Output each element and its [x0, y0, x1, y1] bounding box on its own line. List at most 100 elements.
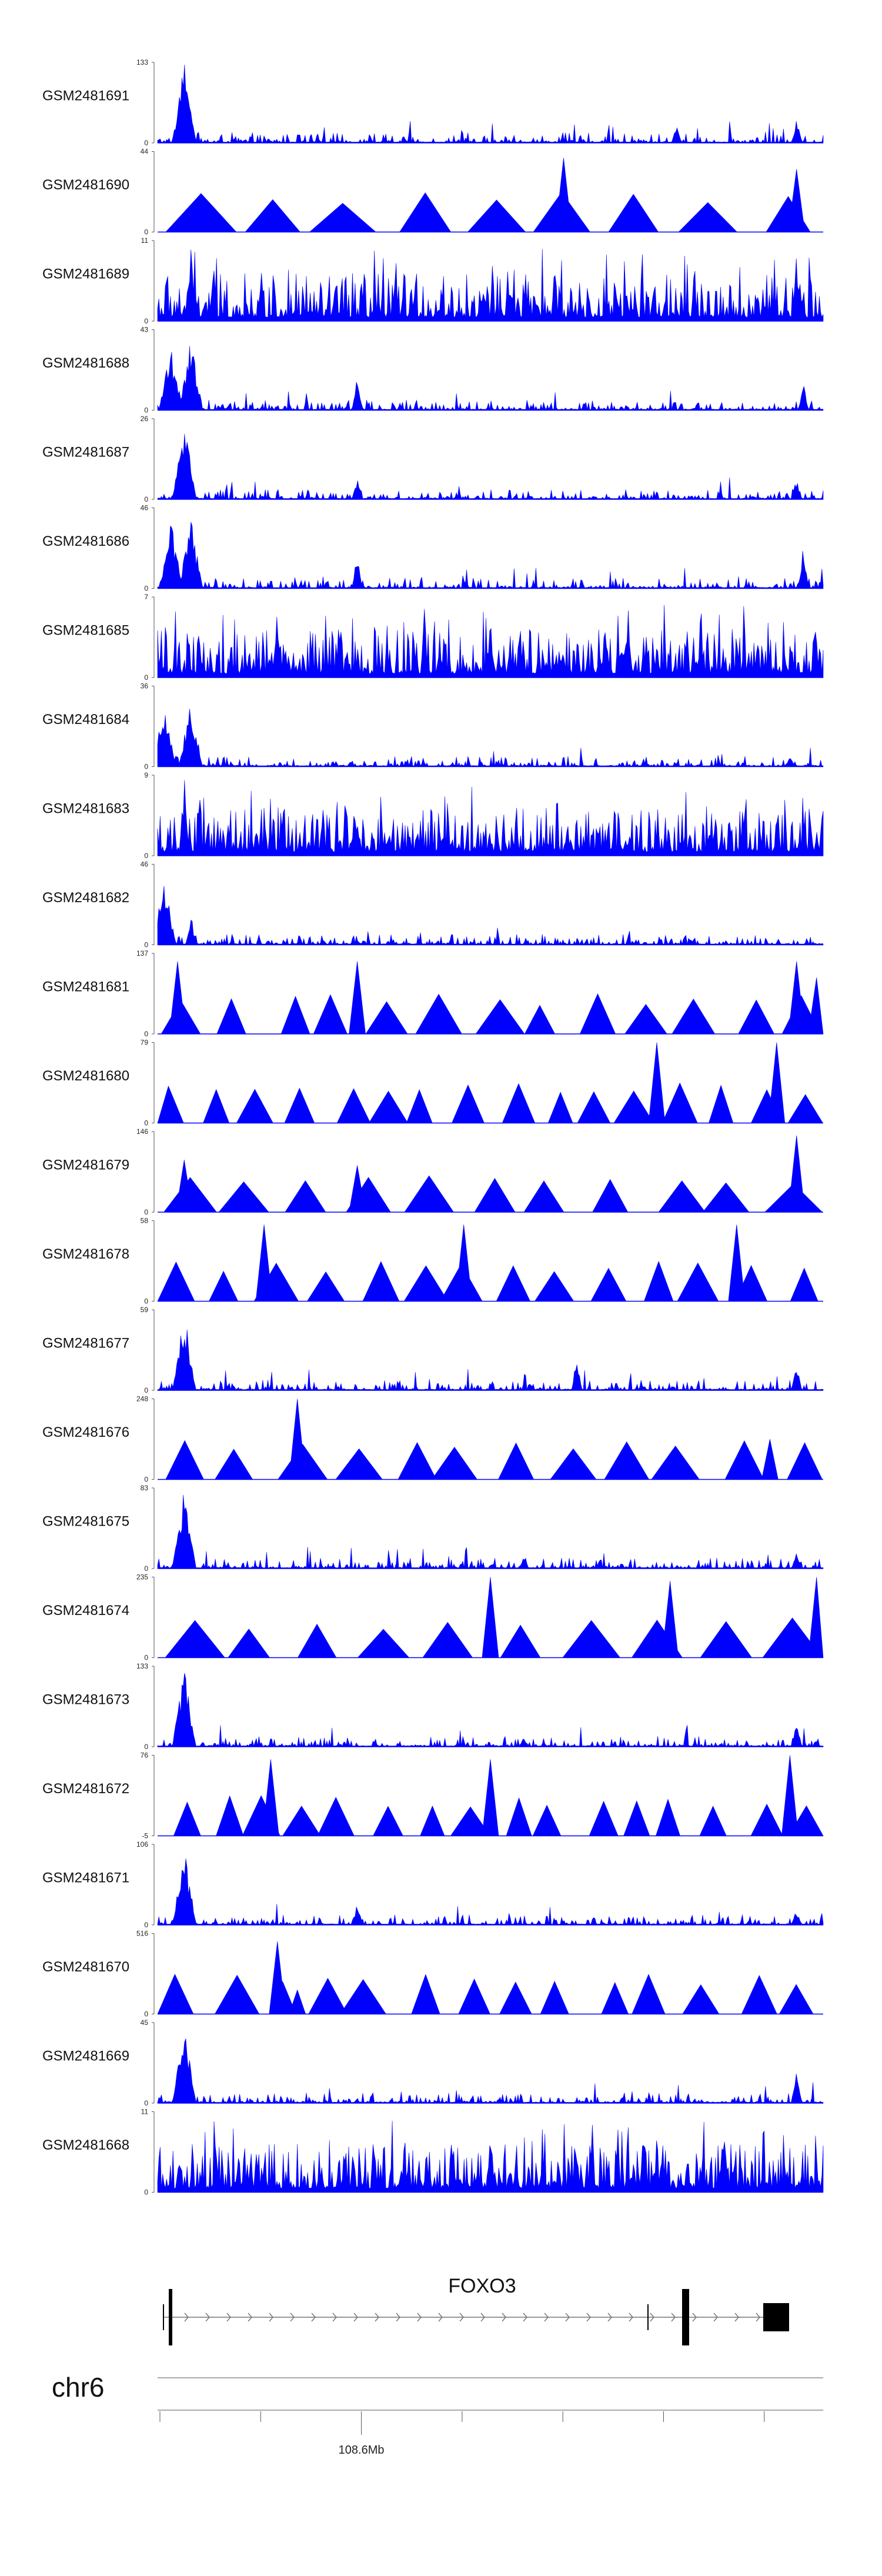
strand-arrow-icon — [607, 2313, 612, 2322]
strand-arrow-icon — [226, 2313, 231, 2322]
track-label: GSM2481688 — [42, 355, 129, 371]
exon-3 — [763, 2303, 789, 2331]
strand-arrow-icon — [502, 2313, 506, 2322]
strand-arrow-icon — [734, 2313, 739, 2322]
signal-area — [157, 709, 824, 767]
track-GSM2481691: GSM2481691 133 0 — [42, 58, 824, 147]
signal-area — [157, 780, 824, 856]
signal-area — [158, 1755, 824, 1836]
strand-arrow-icon — [353, 2313, 358, 2322]
strand-arrow-icon — [290, 2313, 295, 2322]
y-min-tick: 0 — [144, 317, 148, 325]
y-max-tick: 9 — [144, 771, 148, 779]
y-min-tick: 0 — [144, 1743, 148, 1751]
gene-model — [163, 2289, 789, 2345]
y-min-tick: 0 — [144, 2099, 148, 2107]
strand-arrow-icon — [692, 2313, 697, 2322]
signal-area — [157, 1673, 824, 1747]
track-label: GSM2481686 — [42, 533, 129, 549]
y-min-tick: 0 — [144, 228, 148, 236]
track-GSM2481689: GSM2481689 11 0 — [42, 236, 824, 325]
track-GSM2481686: GSM2481686 46 0 — [42, 504, 824, 593]
signal-area — [157, 249, 824, 322]
track-GSM2481687: GSM2481687 26 0 — [42, 415, 824, 503]
y-max-tick: 58 — [141, 1217, 149, 1225]
track-GSM2481681: GSM2481681 137 0 — [42, 949, 824, 1038]
strand-arrow-icon — [311, 2313, 316, 2322]
y-max-tick: 516 — [136, 1930, 148, 1938]
track-GSM2481674: GSM2481674 235 0 — [42, 1573, 824, 1662]
track-GSM2481684: GSM2481684 36 0 — [42, 682, 824, 771]
strand-arrow-icon — [650, 2313, 654, 2322]
track-label: GSM2481689 — [42, 266, 129, 282]
track-GSM2481682: GSM2481682 46 0 — [42, 860, 824, 949]
signal-area — [157, 1329, 824, 1391]
y-min-tick: 0 — [144, 2188, 148, 2197]
strand-arrow-icon — [375, 2313, 379, 2322]
y-max-tick: 11 — [141, 2108, 149, 2116]
track-GSM2481688: GSM2481688 43 0 — [42, 326, 824, 415]
y-min-tick: 0 — [144, 585, 148, 593]
y-min-tick: 0 — [144, 1476, 148, 1484]
track-label: GSM2481684 — [42, 712, 129, 728]
y-max-tick: 76 — [141, 1751, 149, 1760]
y-min-tick: 0 — [144, 1654, 148, 1662]
strand-arrow-icon — [671, 2313, 676, 2322]
y-min-tick: -5 — [142, 1832, 148, 1840]
y-min-tick: 0 — [144, 1208, 148, 1216]
y-max-tick: 146 — [136, 1127, 148, 1136]
track-label: GSM2481674 — [42, 1603, 129, 1619]
track-label: GSM2481685 — [42, 622, 129, 638]
gene-name-label: FOXO3 — [448, 2275, 516, 2297]
track-label: GSM2481679 — [42, 1157, 129, 1173]
track-GSM2481678: GSM2481678 58 0 — [42, 1217, 823, 1306]
track-GSM2481680: GSM2481680 79 0 — [42, 1039, 823, 1127]
y-min-tick: 0 — [144, 763, 148, 771]
y-max-tick: 11 — [141, 236, 149, 245]
signal-area — [157, 433, 824, 500]
y-min-tick: 0 — [144, 941, 148, 949]
strand-arrow-icon — [269, 2313, 273, 2322]
y-max-tick: 46 — [141, 860, 149, 869]
y-max-tick: 43 — [141, 326, 149, 334]
y-max-tick: 7 — [144, 593, 148, 601]
track-label: GSM2481683 — [42, 800, 129, 816]
track-GSM2481677: GSM2481677 59 0 — [42, 1306, 824, 1394]
track-label: GSM2481678 — [42, 1246, 129, 1262]
strand-arrow-icon — [480, 2313, 485, 2322]
signal-area — [157, 605, 824, 678]
y-max-tick: 79 — [141, 1039, 149, 1047]
position-label: 108.6Mb — [339, 2444, 385, 2457]
chromosome-label: chr6 — [52, 2372, 104, 2403]
track-GSM2481676: GSM2481676 248 0 — [42, 1395, 823, 1484]
signal-area — [158, 1135, 823, 1213]
y-max-tick: 59 — [141, 1306, 149, 1314]
strand-arrow-icon — [523, 2313, 527, 2322]
y-max-tick: 248 — [136, 1395, 148, 1403]
signal-area — [157, 1042, 823, 1123]
strand-arrow-icon — [248, 2313, 252, 2322]
y-min-tick: 0 — [144, 406, 148, 415]
y-max-tick: 46 — [141, 504, 149, 512]
signal-area — [158, 1399, 823, 1480]
y-max-tick: 137 — [136, 949, 148, 957]
exon-1 — [169, 2289, 172, 2345]
track-label: GSM2481681 — [42, 979, 129, 995]
signal-area — [158, 1577, 824, 1658]
track-GSM2481669: GSM2481669 45 0 — [42, 2018, 824, 2107]
y-max-tick: 83 — [141, 1484, 149, 1492]
signal-area — [158, 158, 823, 232]
strand-arrow-icon — [438, 2313, 443, 2322]
track-GSM2481671: GSM2481671 106 0 — [42, 1840, 824, 1929]
signal-area — [157, 2038, 824, 2104]
signal-area — [157, 1224, 823, 1302]
track-label: GSM2481677 — [42, 1335, 129, 1351]
signal-tracks-panel: GSM24816911330GSM2481690440GSM2481689110… — [42, 58, 824, 2197]
strand-arrow-icon — [756, 2313, 760, 2322]
y-max-tick: 36 — [141, 682, 149, 690]
y-min-tick: 0 — [144, 1921, 148, 1929]
track-label: GSM2481673 — [42, 1691, 129, 1707]
track-GSM2481673: GSM2481673 133 0 — [42, 1662, 824, 1751]
track-label: GSM2481675 — [42, 1513, 129, 1529]
y-min-tick: 0 — [144, 673, 148, 682]
